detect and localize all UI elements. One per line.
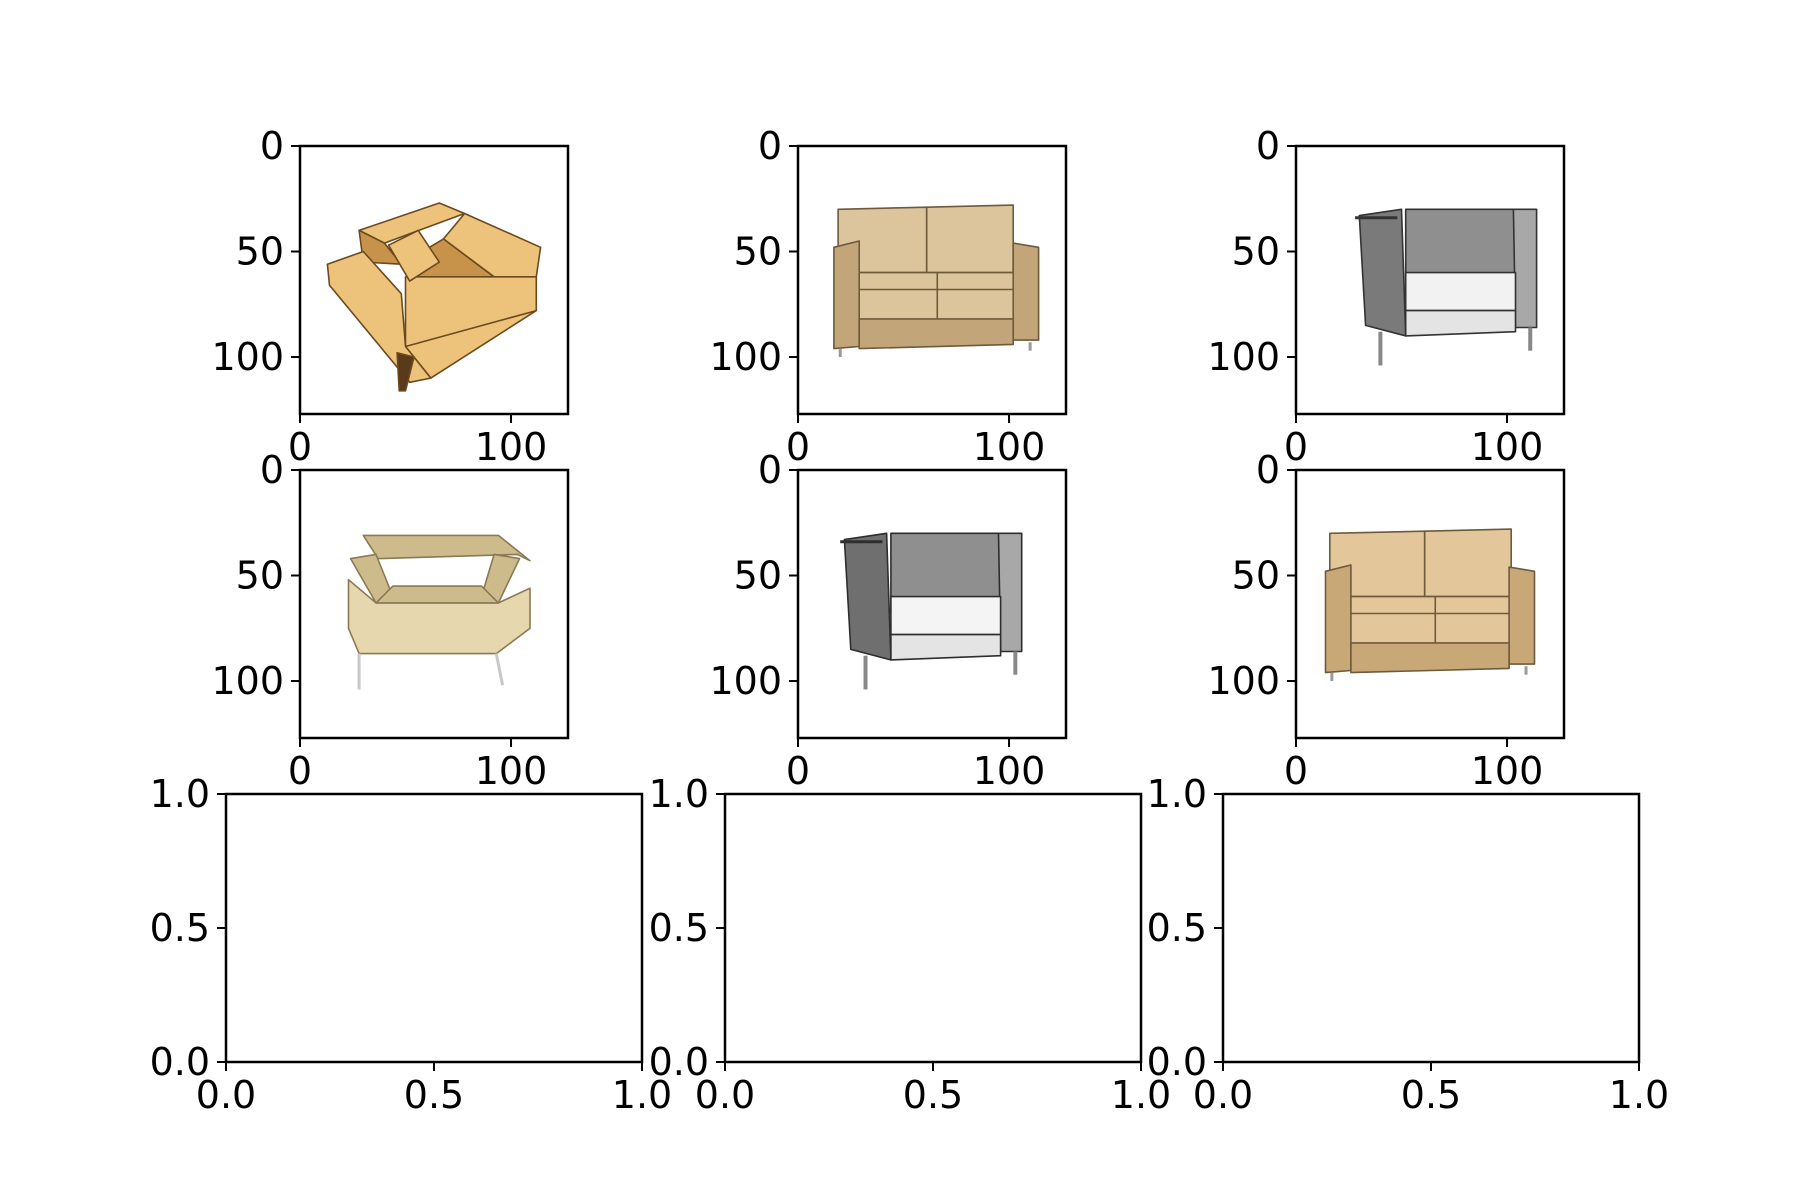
y-tick-label: 0.5 xyxy=(649,906,709,950)
y-tick-label: 0 xyxy=(758,448,782,492)
sofa-back-right xyxy=(1423,528,1512,598)
chair-base xyxy=(1404,309,1517,337)
sofa-seat xyxy=(854,271,1019,320)
chair-right-arm xyxy=(1512,208,1538,329)
subplot-9: 0.0 0.5 1.0 0.0 0.5 1.0 xyxy=(1147,772,1670,1117)
chair-leg-right xyxy=(494,653,505,686)
y-tick-label: 0 xyxy=(260,448,284,492)
y-tick-label: 100 xyxy=(1207,659,1280,703)
y-tick-label: 50 xyxy=(734,554,782,598)
axes-frame xyxy=(1294,468,1566,740)
y-tick-label: 0.0 xyxy=(1147,1040,1207,1084)
image-armchair-cream-front xyxy=(347,534,531,690)
chair-left-arm xyxy=(1358,208,1407,337)
y-tick-label: 1.0 xyxy=(1147,772,1207,816)
sofa-seat xyxy=(1345,595,1515,644)
sofa-left-arm xyxy=(1324,564,1352,674)
subplot-1: 0 100 0 50 100 xyxy=(211,124,570,469)
subplot-grid: 0 100 0 50 100 0 100 0 50 100 0 100 0 50 100 0 100 0 50 100… xyxy=(150,124,1670,1117)
y-tick-label: 0.0 xyxy=(150,1040,210,1084)
y-tick-label: 100 xyxy=(211,335,284,379)
y-tick-label: 0 xyxy=(1256,124,1280,168)
x-tick-label: 100 xyxy=(475,425,548,469)
subplot-4: 0 100 0 50 100 xyxy=(211,448,570,793)
x-tick-label: 0 xyxy=(786,749,810,793)
subplot-5: 0 100 0 50 100 xyxy=(709,448,1068,793)
image-loveseat-beige-front xyxy=(833,204,1040,358)
sofa-cushion xyxy=(387,229,441,282)
axes-frame xyxy=(1294,144,1566,416)
y-tick-label: 100 xyxy=(211,659,284,703)
x-tick-label: 100 xyxy=(973,425,1046,469)
x-tick-label: 0 xyxy=(1284,749,1308,793)
sofa-left-arm xyxy=(833,240,861,350)
sofa-base xyxy=(1350,642,1510,674)
subplot-7: 0.0 0.5 1.0 0.0 0.5 1.0 xyxy=(150,772,673,1117)
y-tick-label: 1.0 xyxy=(150,772,210,816)
axes-frame xyxy=(796,468,1068,740)
x-tick-label: 1.0 xyxy=(612,1073,672,1117)
x-tick-label: 1.0 xyxy=(1111,1073,1171,1117)
chair-left-arm xyxy=(843,532,892,661)
axes-frame xyxy=(796,144,1068,416)
chair-seat xyxy=(1404,271,1517,312)
x-tick-label: 0.5 xyxy=(404,1073,464,1117)
image-loveseat-beige-angled xyxy=(1324,528,1536,682)
image-club-chair-grayscale xyxy=(1355,208,1538,366)
y-tick-label: 100 xyxy=(709,335,782,379)
y-tick-label: 100 xyxy=(1207,335,1280,379)
sofa-right-arm xyxy=(1012,242,1040,341)
x-tick-label: 100 xyxy=(1471,749,1544,793)
sofa-right-arm xyxy=(1508,566,1536,665)
axes-frame xyxy=(298,144,570,416)
sofa-left-arm xyxy=(326,250,432,384)
y-tick-label: 50 xyxy=(1232,230,1280,274)
sofa-back-right xyxy=(925,204,1015,274)
y-tick-label: 0.0 xyxy=(649,1040,709,1084)
x-tick-label: 0.5 xyxy=(1401,1073,1461,1117)
x-tick-label: 1.0 xyxy=(1609,1073,1669,1117)
sofa-seam xyxy=(405,309,537,348)
chair-right-arm xyxy=(997,532,1023,653)
x-tick-label: 0.5 xyxy=(903,1073,963,1117)
x-tick-label: 0.0 xyxy=(1193,1073,1253,1117)
x-tick-label: 0 xyxy=(1284,425,1308,469)
y-tick-label: 100 xyxy=(709,659,782,703)
y-tick-label: 0 xyxy=(758,124,782,168)
y-tick-label: 1.0 xyxy=(649,772,709,816)
subplot-3: 0 100 0 50 100 xyxy=(1207,124,1566,469)
x-tick-label: 100 xyxy=(1471,425,1544,469)
chair-seat xyxy=(890,595,1002,636)
y-tick-label: 50 xyxy=(236,554,284,598)
y-tick-label: 0.5 xyxy=(1147,906,1207,950)
sofa-leg xyxy=(396,351,415,392)
x-tick-label: 0 xyxy=(288,749,312,793)
axes-frame xyxy=(298,468,570,740)
x-tick-label: 0.0 xyxy=(196,1073,256,1117)
chair-base xyxy=(890,633,1002,661)
x-tick-label: 0 xyxy=(288,425,312,469)
subplot-6: 0 100 0 50 100 xyxy=(1207,448,1566,793)
y-tick-label: 0 xyxy=(260,124,284,168)
image-club-chair-grayscale-2 xyxy=(840,532,1023,690)
x-tick-label: 0 xyxy=(786,425,810,469)
chair-seat xyxy=(375,585,500,604)
y-tick-label: 0.5 xyxy=(150,906,210,950)
x-tick-label: 100 xyxy=(973,749,1046,793)
image-armchair-orange-angled xyxy=(326,202,542,392)
sofa-base xyxy=(858,318,1015,350)
subplot-2: 0 100 0 50 100 xyxy=(709,124,1068,469)
y-tick-label: 0 xyxy=(1256,448,1280,492)
subplot-8: 0.0 0.5 1.0 0.0 0.5 1.0 xyxy=(649,772,1172,1117)
x-tick-label: 0.0 xyxy=(695,1073,755,1117)
y-tick-label: 50 xyxy=(734,230,782,274)
y-tick-label: 50 xyxy=(236,230,284,274)
y-tick-label: 50 xyxy=(1232,554,1280,598)
x-tick-label: 100 xyxy=(475,749,548,793)
sofa-right-arm xyxy=(442,212,542,278)
